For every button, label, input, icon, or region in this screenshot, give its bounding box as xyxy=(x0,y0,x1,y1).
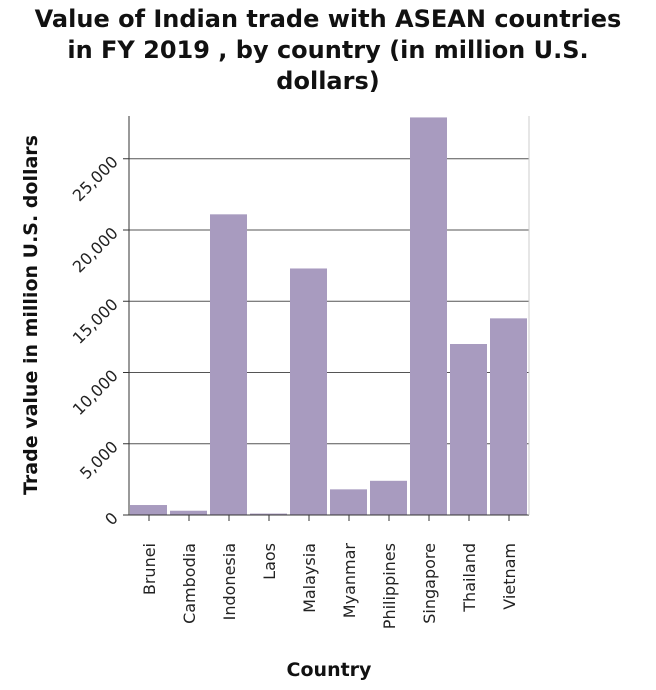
bar-indonesia xyxy=(210,214,247,515)
bar-vietnam xyxy=(490,318,527,515)
x-tick-label: Brunei xyxy=(140,543,159,595)
bar-philippines xyxy=(370,480,407,515)
x-tick-label: Cambodia xyxy=(180,543,199,624)
chart-title-line-2: in FY 2019 , by country (in million U.S. xyxy=(67,36,589,64)
bars xyxy=(130,117,527,516)
x-tick-label: Indonesia xyxy=(220,543,239,620)
y-tick-label: 10,000 xyxy=(69,366,122,419)
bar-myanmar xyxy=(330,489,367,515)
x-tick-label: Malaysia xyxy=(300,543,319,613)
bar-cambodia xyxy=(170,510,207,515)
x-ticks: Brunei Cambodia Indonesia Laos Malaysia Myanm… xyxy=(140,515,519,629)
y-axis-label: Trade value in million U.S. dollars xyxy=(20,135,42,495)
bar-singapore xyxy=(410,117,447,516)
y-tick-label: 25,000 xyxy=(69,152,122,205)
y-tick-label: 20,000 xyxy=(69,223,122,276)
x-tick-label: Singapore xyxy=(420,543,439,624)
y-tick-label: 5,000 xyxy=(76,437,122,483)
axes xyxy=(128,116,530,516)
bar-laos xyxy=(250,513,287,515)
chart-title: Value of Indian trade with ASEAN countri… xyxy=(0,4,656,97)
y-ticks: 0 5,000 10,000 15,000 20,000 25,000 xyxy=(69,152,129,529)
chart-title-line-3: dollars) xyxy=(276,67,380,95)
x-axis-label: Country xyxy=(287,659,373,681)
x-tick-label: Laos xyxy=(260,543,279,580)
y-tick-label: 0 xyxy=(101,508,122,529)
chart-title-line-1: Value of Indian trade with ASEAN countri… xyxy=(34,5,622,33)
bar-thailand xyxy=(450,344,487,515)
x-tick-label: Philippines xyxy=(380,543,399,629)
x-tick-label: Myanmar xyxy=(340,543,359,619)
y-tick-label: 15,000 xyxy=(69,295,122,348)
x-tick-label: Vietnam xyxy=(500,543,519,610)
bar-brunei xyxy=(130,505,167,515)
bar-malaysia xyxy=(290,268,327,515)
x-tick-label: Thailand xyxy=(460,543,479,613)
